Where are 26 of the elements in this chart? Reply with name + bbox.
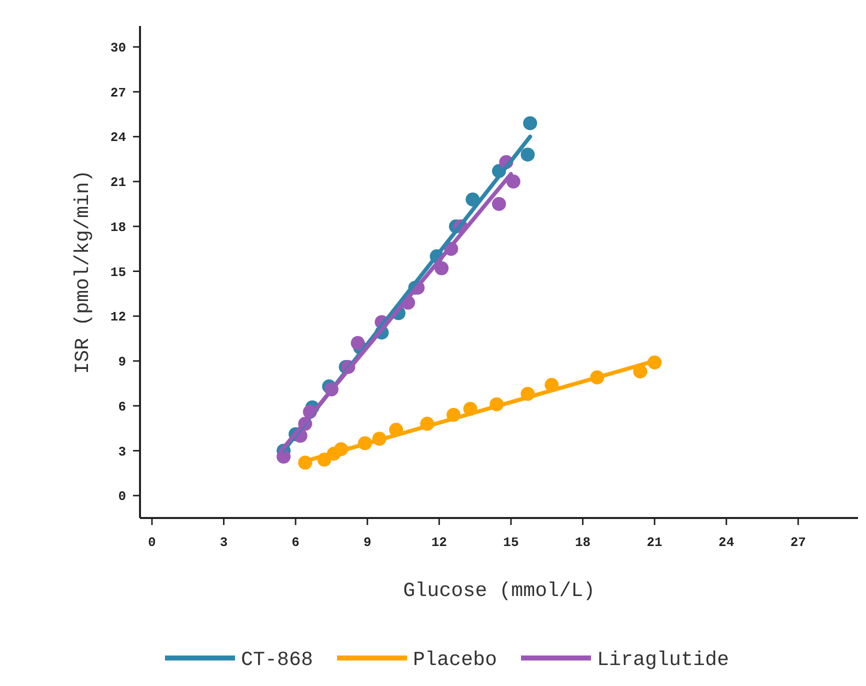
y-tick-label: 0 bbox=[118, 489, 126, 504]
x-tick-label: 0 bbox=[148, 535, 156, 550]
legend-label: Placebo bbox=[413, 649, 498, 672]
x-tick-label: 12 bbox=[431, 535, 448, 550]
x-tick-label: 24 bbox=[718, 535, 734, 550]
x-tick-label: 9 bbox=[363, 535, 372, 550]
x-tick-label: 15 bbox=[503, 535, 519, 550]
x-tick-label: 6 bbox=[292, 535, 300, 550]
y-tick-label: 6 bbox=[118, 399, 126, 414]
y-tick-label: 15 bbox=[110, 264, 126, 280]
y-tick-label: 18 bbox=[110, 220, 126, 235]
legend-label: Liraglutide bbox=[597, 649, 730, 672]
x-axis-title: Glucose (mmol/L) bbox=[403, 580, 596, 603]
y-tick-label: 9 bbox=[118, 354, 126, 370]
y-tick-label: 12 bbox=[110, 310, 126, 325]
y-axis-title: ISR (pmol/kg/min) bbox=[72, 170, 95, 374]
x-tick-label: 3 bbox=[220, 535, 228, 550]
x-tick-label: 27 bbox=[790, 535, 806, 550]
y-tick-label: 27 bbox=[110, 85, 126, 100]
x-tick-label: 21 bbox=[646, 535, 663, 550]
y-tick-label: 21 bbox=[110, 175, 126, 190]
x-tick-label: 18 bbox=[574, 535, 591, 550]
y-tick-label: 3 bbox=[118, 444, 126, 460]
legend-label: CT-868 bbox=[241, 649, 314, 672]
y-tick-label: 30 bbox=[110, 40, 126, 56]
y-tick-label: 24 bbox=[110, 130, 126, 146]
